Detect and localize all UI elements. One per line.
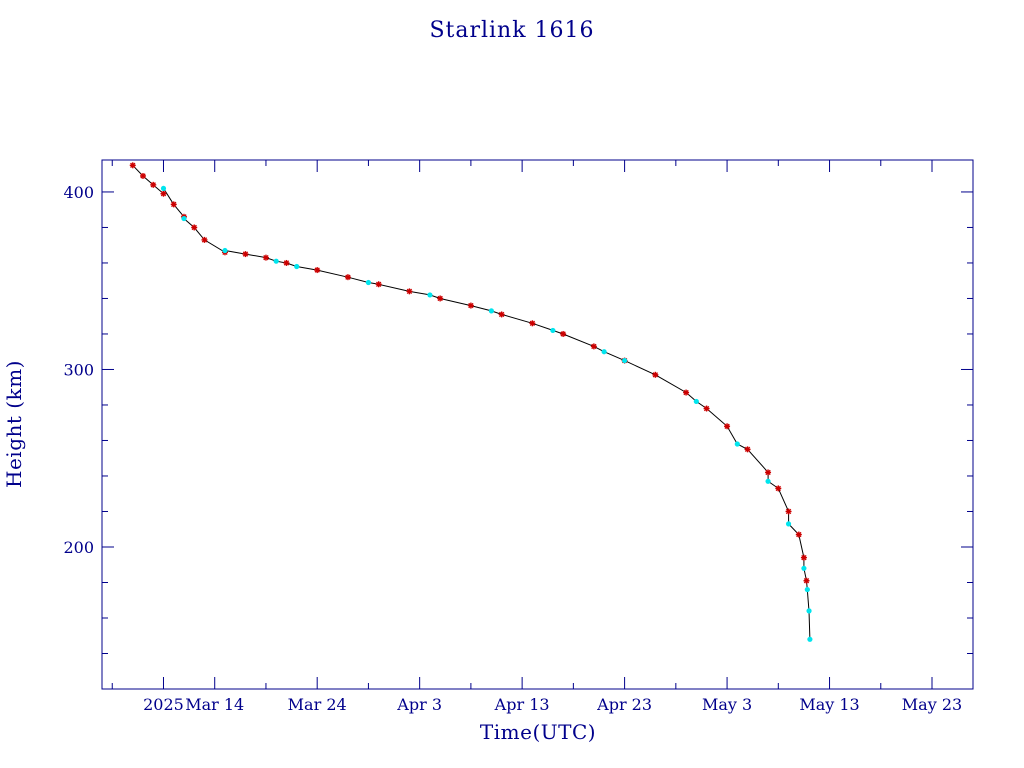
data-point-star [129,162,136,169]
data-point-star [785,508,792,515]
data-point-star [375,281,382,288]
data-point-star [262,254,269,261]
y-tick-label: 200 [63,538,94,557]
data-point-dot [693,398,699,405]
data-point-star [724,423,731,430]
data-point-star [139,172,146,179]
data-point-star [560,330,567,337]
x-axis-ticks: 2025 Mar 14 Mar 24 Apr 3 Apr 13 Apr 23 May 3 Ma… [111,160,962,714]
x-tick-label: 2025 [143,695,184,714]
trajectory-path [132,164,811,640]
data-point-star [800,554,807,561]
trajectory-line [132,164,811,640]
data-point-star [795,531,802,538]
data-point-star [529,320,536,327]
data-point-star [242,251,249,258]
x-tick-label: May 3 [702,695,752,714]
data-point-dot [765,478,771,484]
data-point-dot [427,292,433,298]
x-tick-label: Apr 3 [396,695,442,714]
y-tick-label: 300 [63,360,94,379]
x-tick-label: May 13 [799,695,859,714]
data-point-dot [294,263,300,270]
data-point-dot [622,357,628,364]
data-point-star [283,259,290,266]
chart-title: Starlink 1616 [429,18,594,43]
y-tick-label: 400 [63,183,94,202]
data-point-star [803,577,810,584]
data-point-star [344,274,351,281]
data-point-dot [488,308,494,314]
data-point-star [201,236,208,243]
data-point-star [160,190,167,197]
data-point-dot [181,215,187,222]
data-point-star [590,343,597,350]
data-point-star [652,371,659,378]
data-point-star [170,201,177,208]
data-point-dot [734,441,740,447]
x-tick-label: May 23 [902,695,962,714]
series-cyan-dots [160,185,813,642]
data-point-star [765,469,772,476]
x-tick-label: Apr 23 [596,695,652,714]
data-point-star [744,446,751,453]
series-red-stars [129,162,810,584]
data-point-dot [273,258,279,264]
data-point-dot [807,636,813,642]
x-tick-label: Mar 24 [288,695,347,714]
data-point-dot [222,247,228,254]
data-point-star [683,389,690,396]
data-point-star [467,302,474,309]
data-point-star [498,311,505,318]
x-tick-label: Apr 13 [494,695,550,714]
y-axis-ticks: 200 300 400 [63,183,973,690]
data-point-dot [806,608,812,614]
data-point-star [314,267,321,274]
y-axis-label: Height (km) [2,360,26,488]
data-point-star [150,181,157,188]
x-axis-label: Time(UTC) [480,720,596,744]
data-point-dot [785,521,792,527]
data-point-star [775,485,782,492]
data-point-star [191,224,198,231]
data-point-star [703,405,710,412]
data-point-dot [801,565,807,571]
data-point-star [437,295,444,302]
data-point-dot [160,185,167,192]
data-point-dot [804,586,810,593]
plot-frame [101,159,974,690]
data-point-dot [601,349,607,355]
data-point-star [406,288,413,295]
data-point-dot [550,327,556,334]
data-point-dot [365,279,372,286]
x-tick-label: Mar 14 [185,695,244,714]
